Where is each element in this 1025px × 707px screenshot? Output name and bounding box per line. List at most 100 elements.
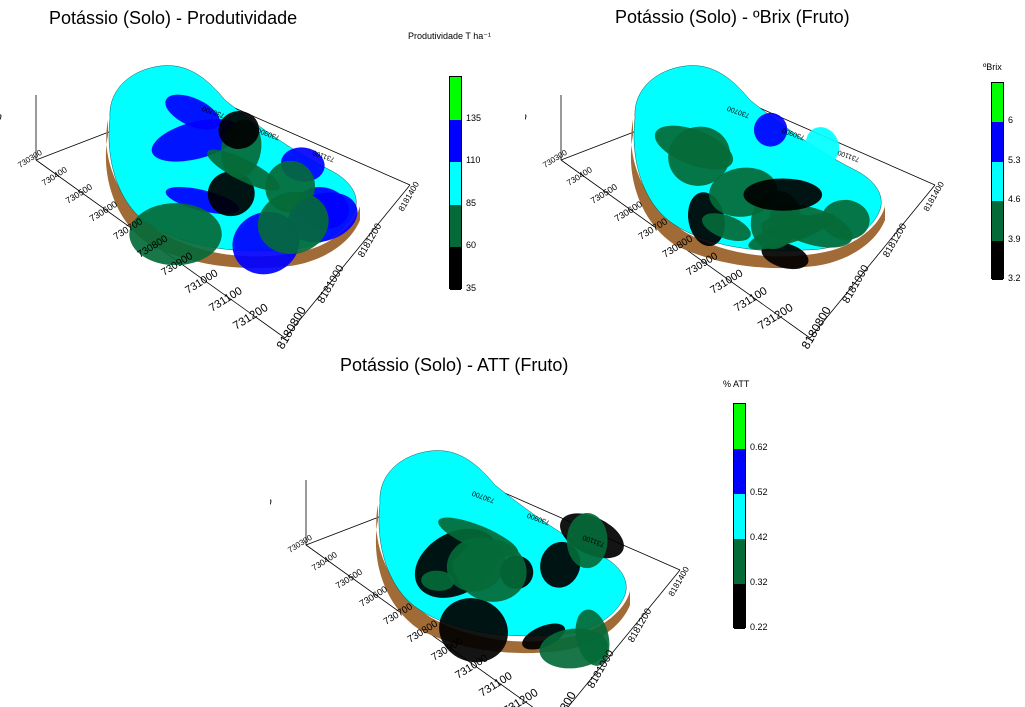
legend-tick-label: 0.52 <box>750 487 768 497</box>
chart-title: Potássio (Solo) - ATT (Fruto) <box>340 355 569 375</box>
surface-patch <box>165 94 221 130</box>
legend-title: % ATT <box>723 379 750 389</box>
surface <box>633 65 882 270</box>
y-tick-label: 8181400 <box>396 179 421 213</box>
legend-swatch <box>734 539 745 584</box>
z-tick-label: 150 <box>0 113 3 125</box>
legend-tick-label: 85 <box>466 197 477 208</box>
legend-swatch <box>992 161 1003 202</box>
legend-colorbar <box>733 403 746 629</box>
surface-patch <box>207 149 280 191</box>
y-tick-label: 8181200 <box>881 222 909 260</box>
x-tick-label: 730400 <box>40 164 69 187</box>
surface-patch <box>439 598 508 663</box>
x-tick-label: 730500 <box>64 182 94 206</box>
legend-tick-label: 5.3 <box>1008 154 1021 165</box>
legend-title: Produtividade T ha⁻¹ <box>408 31 491 41</box>
x-tick-label: 731100 <box>477 670 514 700</box>
x-tick-label: 731200 <box>501 686 541 707</box>
legend-swatch <box>992 240 1003 280</box>
legend-tick-label: 3.9 <box>1008 233 1021 244</box>
z-tick-label: 150 <box>525 113 528 125</box>
legend-tick-label: 0.22 <box>750 622 768 632</box>
z-tick-label: 150 <box>270 498 273 510</box>
x-tick-label: 731000 <box>183 267 220 296</box>
surface-patch <box>539 628 608 669</box>
x-tick-label: 730600 <box>613 199 644 224</box>
surface-patch <box>805 127 840 165</box>
y-tick-label: 8180800 <box>798 304 834 352</box>
legend-swatch <box>734 584 745 629</box>
x-tick-label: 730600 <box>358 584 389 609</box>
legend-title: ºBrix <box>983 62 1002 72</box>
x-tick-label: 730600 <box>88 199 119 224</box>
y-axis <box>284 184 411 339</box>
y-tick-label: 8181000 <box>840 263 871 305</box>
legend-swatch <box>992 201 1003 241</box>
surface-patch <box>566 512 608 569</box>
x-tick-label: 730400 <box>565 164 594 187</box>
chart-panel-brix: Potássio (Solo) - ºBrix (Fruto) 15010073… <box>525 0 1025 355</box>
surface-patch <box>207 171 255 217</box>
surface-patch <box>743 178 823 211</box>
y-tick-label: 8181400 <box>666 564 691 598</box>
y-tick-label: 8181400 <box>921 179 946 213</box>
legend-colorbar <box>991 82 1004 280</box>
x-tick-label: 730500 <box>589 182 619 206</box>
x-tick-label: 731100 <box>732 285 769 315</box>
surface-plot: 1501007303007304007305007306007307007308… <box>525 65 946 352</box>
surface-plot: 1501007303007304007305007306007307007308… <box>270 450 691 707</box>
surface-patch <box>421 570 455 591</box>
y-axis <box>567 569 681 707</box>
legend-swatch <box>992 83 1003 123</box>
legend-tick-label: 0.62 <box>750 442 768 452</box>
y-tick-label: 8181000 <box>315 263 346 305</box>
chart-panel-produtividade: Potássio (Solo) - Produtividade 15010073… <box>0 0 525 355</box>
legend-tick-label: 0.32 <box>750 577 768 587</box>
legend-swatch <box>450 247 461 290</box>
legend-tick-label: 35 <box>466 283 477 293</box>
chart-panel-att: Potássio (Solo) - ATT (Fruto) 1501007303… <box>270 345 770 707</box>
y-tick-label: 8181200 <box>626 607 654 645</box>
legend-swatch <box>734 494 745 539</box>
surface-patch <box>129 203 222 266</box>
y-tick-label: 8180800 <box>543 689 579 707</box>
legend-swatch <box>992 122 1003 162</box>
x-tick-label: 731000 <box>708 267 745 296</box>
legend-swatch <box>450 162 461 205</box>
legend-tick-label: 3.2 <box>1008 273 1021 283</box>
legend-tick-label: 6 <box>1008 115 1014 126</box>
surface <box>108 65 358 275</box>
surface-patch <box>218 111 260 149</box>
surface-patch <box>257 191 329 255</box>
legend-swatch <box>734 404 745 449</box>
legend-tick-label: 60 <box>466 240 477 251</box>
y-axis <box>809 184 936 339</box>
back-edge <box>204 94 411 186</box>
surface-patch <box>668 126 731 186</box>
chart-title: Potássio (Solo) - ºBrix (Fruto) <box>615 7 850 27</box>
legend-swatch <box>734 449 745 494</box>
surface <box>378 450 627 669</box>
surface-plot: 1501007303007304007305007306007307007308… <box>0 65 421 352</box>
x-tick-label: 731100 <box>207 285 244 315</box>
legend-swatch <box>450 204 461 248</box>
y-tick-label: 8181200 <box>356 222 384 260</box>
legend-swatch <box>450 77 461 120</box>
legend-swatch <box>450 119 461 163</box>
x-tick-label: 731200 <box>756 301 796 333</box>
surface-patch <box>760 213 821 239</box>
x-tick-label: 730400 <box>310 549 339 572</box>
legend-tick-label: 110 <box>466 155 481 166</box>
surface-patch <box>702 213 751 241</box>
legend-tick-label: 0.42 <box>750 532 768 542</box>
surface-patch <box>522 623 566 650</box>
surface-patch <box>753 112 788 147</box>
legend-colorbar <box>449 76 462 290</box>
legend-tick-label: 4.6 <box>1008 194 1021 205</box>
chart-title: Potássio (Solo) - Produtividade <box>49 8 298 28</box>
x-tick-label: 730500 <box>334 567 364 591</box>
x-tick-label: 731200 <box>231 301 271 333</box>
surface-patch <box>455 539 527 602</box>
legend-tick-label: 135 <box>466 112 482 123</box>
